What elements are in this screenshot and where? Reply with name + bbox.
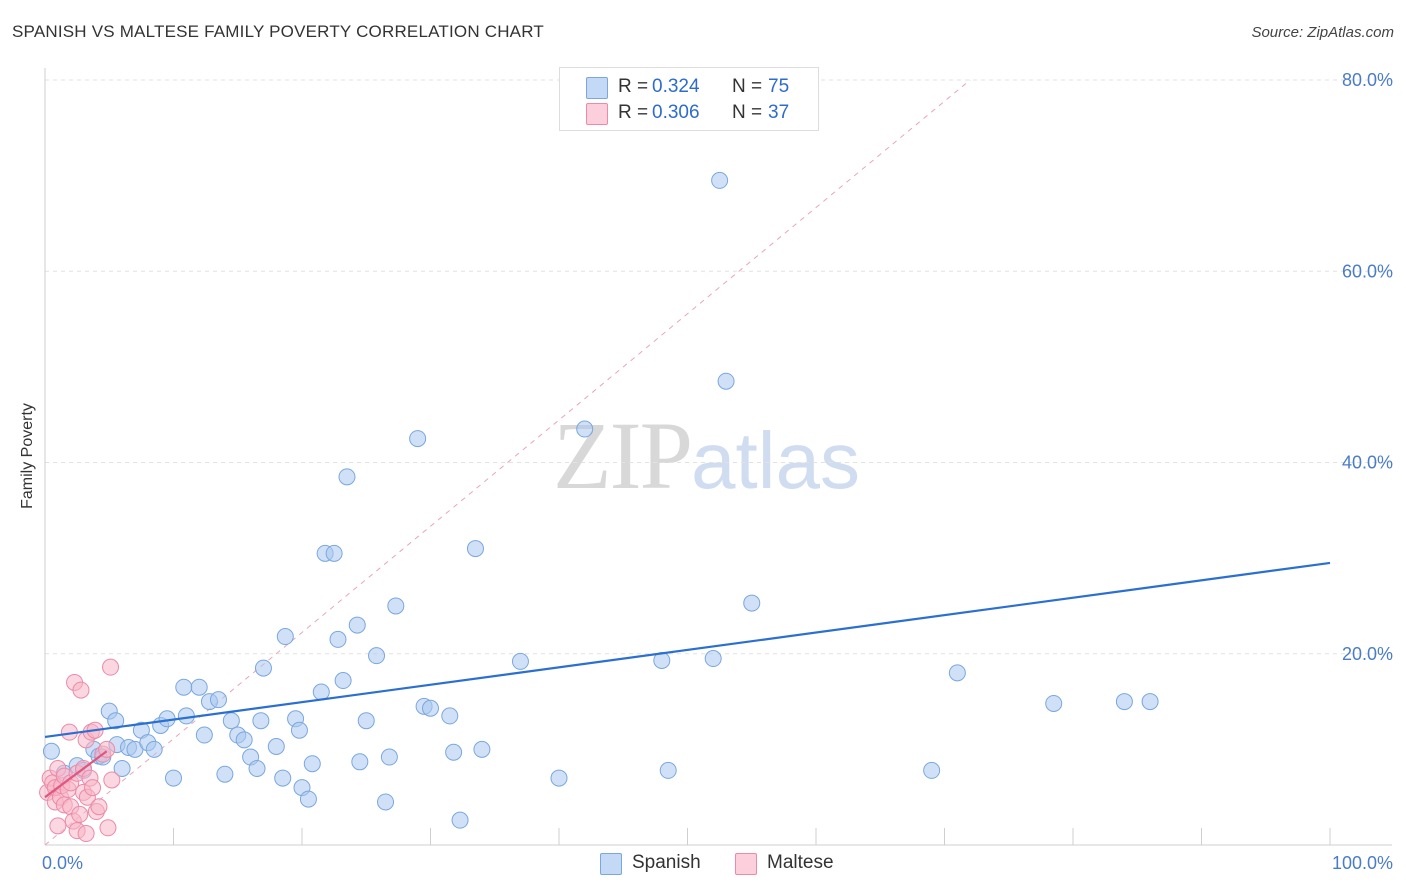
spanish-point	[195, 726, 213, 744]
legend-n-value-maltese: 37	[768, 102, 790, 123]
spanish-trend-line	[44, 561, 1331, 739]
spanish-point	[209, 691, 227, 709]
spanish-point	[377, 793, 395, 811]
bottom-legend-label-maltese: Maltese	[767, 852, 834, 873]
spanish-point	[357, 712, 375, 730]
chart-source: Source: ZipAtlas.com	[1251, 24, 1394, 41]
watermark: ZIPatlas	[553, 400, 860, 511]
spanish-point	[42, 742, 60, 760]
tick-labels: 20.0% 40.0% 60.0% 80.0% 0.0% 100.0%	[42, 70, 1393, 873]
spanish-point	[1115, 693, 1133, 711]
spanish-point	[466, 540, 484, 558]
maltese-point	[77, 825, 95, 843]
spanish-point	[1045, 694, 1063, 712]
watermark-atlas: atlas	[691, 416, 860, 505]
spanish-point	[216, 765, 234, 783]
y-tick-label: 20.0%	[1342, 644, 1393, 664]
grid-lines	[45, 79, 1392, 655]
legend-swatch-maltese	[586, 103, 608, 125]
spanish-point	[704, 650, 722, 668]
y-tick-label: 40.0%	[1342, 453, 1393, 473]
maltese-point	[72, 681, 90, 699]
x-tick-label: 0.0%	[42, 853, 83, 873]
trend-lines	[44, 561, 1331, 799]
spanish-point	[351, 753, 369, 771]
watermark-zip: ZIP	[553, 402, 693, 509]
y-tick-label: 80.0%	[1342, 70, 1393, 90]
spanish-point	[576, 420, 594, 438]
spanish-point	[145, 740, 163, 758]
spanish-point	[190, 678, 208, 696]
spanish-point	[659, 761, 677, 779]
chart-title: SPANISH VS MALTESE FAMILY POVERTY CORREL…	[12, 22, 544, 41]
axes	[44, 68, 1392, 846]
spanish-point	[290, 721, 308, 739]
spanish-point	[380, 748, 398, 766]
spanish-point	[107, 712, 125, 730]
maltese-point	[84, 779, 102, 797]
spanish-point	[445, 743, 463, 761]
spanish-point	[303, 755, 321, 773]
spanish-point	[387, 597, 405, 615]
spanish-point	[252, 712, 270, 730]
spanish-point	[948, 664, 966, 682]
spanish-point	[511, 652, 529, 670]
bottom-legend-swatch-spanish	[600, 853, 622, 875]
legend-n-value-spanish: 75	[768, 76, 790, 97]
legend-r-label: R =	[618, 76, 649, 97]
x-tick-label: 100.0%	[1332, 853, 1393, 873]
maltese-point	[102, 658, 120, 676]
maltese-guide-line	[44, 79, 971, 846]
legend-r-label: R =	[618, 102, 649, 123]
spanish-point	[329, 630, 347, 648]
spanish-point	[113, 760, 131, 777]
maltese-trend-line	[44, 750, 108, 799]
spanish-point	[451, 811, 469, 829]
bottom-legend-label-spanish: Spanish	[632, 852, 701, 873]
spanish-point	[348, 616, 366, 634]
y-tick-label: 60.0%	[1342, 261, 1393, 281]
spanish-point	[923, 761, 941, 779]
spanish-point	[711, 171, 729, 189]
spanish-point	[473, 740, 491, 758]
maltese-point	[49, 817, 67, 835]
spanish-point	[175, 678, 193, 696]
spanish-point	[235, 731, 253, 749]
legend-n-label: N =	[732, 76, 763, 97]
spanish-point	[267, 738, 285, 756]
maltese-point	[99, 819, 117, 837]
spanish-point	[717, 372, 735, 390]
spanish-point	[550, 769, 568, 787]
spanish-point	[254, 659, 272, 677]
spanish-point	[409, 430, 427, 448]
bottom-legend-swatch-maltese	[735, 853, 757, 875]
spanish-point	[299, 790, 317, 808]
maltese-point	[90, 798, 108, 816]
spanish-point	[338, 468, 356, 486]
spanish-point	[422, 699, 439, 717]
spanish-point	[274, 769, 292, 787]
spanish-point	[368, 647, 386, 665]
spanish-point	[177, 707, 195, 725]
spanish-point	[312, 683, 330, 701]
spanish-point	[276, 628, 294, 646]
spanish-point	[325, 544, 343, 562]
spanish-point	[743, 594, 761, 612]
spanish-point	[222, 712, 240, 730]
spanish-point	[1141, 693, 1159, 711]
legend-n-label: N =	[732, 102, 763, 123]
spanish-point	[334, 672, 352, 690]
spanish-point	[165, 769, 182, 787]
guide-line-group	[44, 79, 971, 846]
legend-r-value-spanish: 0.324	[652, 76, 700, 97]
spanish-point	[441, 707, 459, 725]
legend-swatch-spanish	[586, 77, 608, 99]
spanish-points	[42, 171, 1159, 829]
legend-r-value-maltese: 0.306	[652, 102, 700, 123]
correlation-legend: R = 0.324 N = 75 R = 0.306 N = 37	[559, 67, 819, 131]
spanish-point	[248, 760, 266, 777]
maltese-point	[103, 771, 121, 789]
maltese-point	[71, 805, 89, 823]
